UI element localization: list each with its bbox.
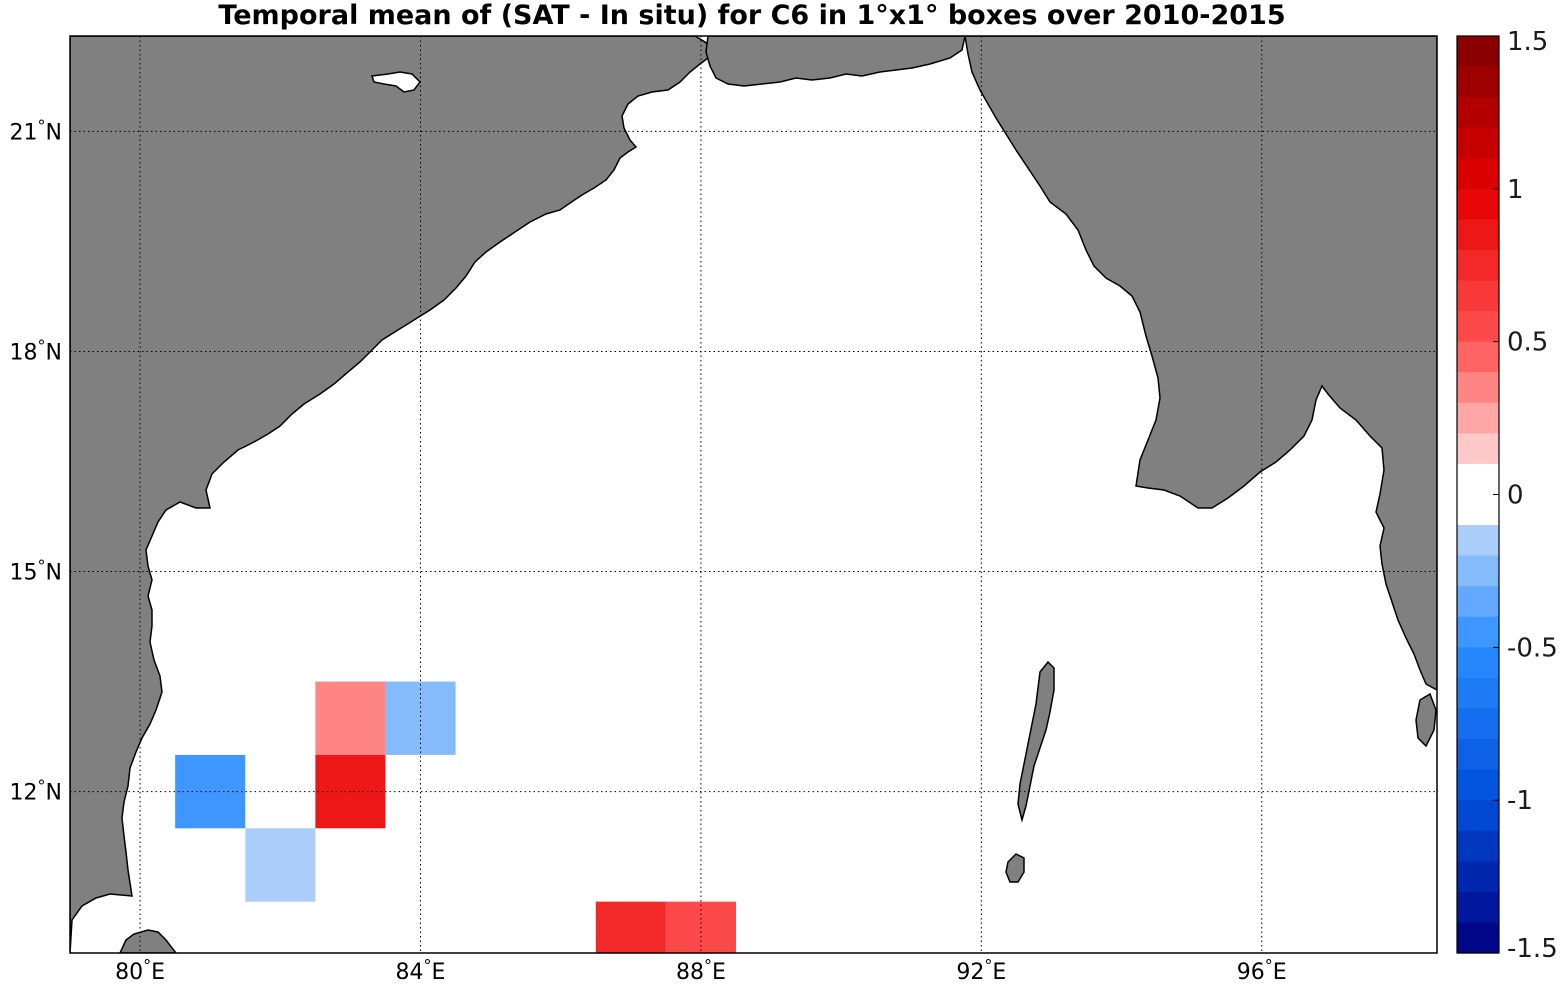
- map-title: Temporal mean of (SAT - In situ) for C6 …: [218, 0, 1285, 31]
- data-box: [315, 681, 386, 755]
- y-tick-label: 12°N: [10, 777, 62, 806]
- colorbar-segment: [1457, 922, 1499, 954]
- colorbar-tick-label: -1.5: [1507, 934, 1558, 964]
- data-box: [245, 828, 316, 902]
- colorbar-segment: [1457, 586, 1499, 618]
- india-landmass: [70, 36, 713, 953]
- y-tick-label: 18°N: [10, 336, 62, 365]
- x-tick-label: 84°E: [396, 956, 446, 984]
- x-axis-ticks: 80°E 84°E 88°E 92°E 96°E: [115, 956, 1287, 984]
- colorbar-segment: [1457, 97, 1499, 129]
- colorbar-segment: [1457, 800, 1499, 832]
- myanmar-landmass: [964, 36, 1437, 691]
- andaman-north-islands: [1017, 660, 1055, 823]
- colorbar-tick-label: 0: [1507, 481, 1524, 511]
- data-box: [595, 901, 666, 953]
- x-tick-label: 88°E: [676, 956, 726, 984]
- ganges-delta-islands: [705, 36, 966, 87]
- colorbar-segment: [1457, 280, 1499, 312]
- little-andaman-island: [1005, 853, 1025, 883]
- colorbar-segment: [1457, 769, 1499, 801]
- colorbar-segment: [1457, 830, 1499, 862]
- colorbar-tick-label: -1: [1507, 786, 1533, 816]
- colorbar-tick-label: 1.5: [1507, 27, 1548, 57]
- colorbar-segment: [1457, 616, 1499, 648]
- colorbar-segment: [1457, 372, 1499, 404]
- colorbar-segment: [1457, 127, 1499, 159]
- colorbar-segment: [1457, 463, 1499, 496]
- map-frame: [69, 35, 1438, 954]
- colorbar: 1.5 1 0.5 0 -0.5 -1 -1.5: [1456, 27, 1558, 964]
- colorbar-segment: [1457, 525, 1499, 557]
- colorbar-segment: [1457, 341, 1499, 373]
- colorbar-segment: [1457, 188, 1499, 220]
- y-axis-ticks: 12°N 15°N 18°N 21°N: [10, 116, 62, 805]
- colorbar-segment: [1457, 861, 1499, 893]
- mergui-islands: [1415, 692, 1437, 748]
- y-tick-label: 15°N: [10, 557, 62, 586]
- colorbar-segment: [1457, 66, 1499, 98]
- y-tick-label: 21°N: [10, 116, 62, 145]
- colorbar-segment: [1457, 647, 1499, 679]
- colorbar-segment: [1457, 311, 1499, 343]
- x-tick-label: 80°E: [115, 956, 165, 984]
- colorbar-segment: [1457, 36, 1499, 68]
- colorbar-segment: [1457, 891, 1499, 924]
- colorbar-segment: [1457, 555, 1499, 587]
- colorbar-segment: [1457, 402, 1499, 434]
- colorbar-segment: [1457, 677, 1499, 710]
- colorbar-segment: [1457, 739, 1499, 771]
- chilika-lake-outline: [370, 71, 421, 93]
- colorbar-segment: [1457, 708, 1499, 740]
- map-area: [69, 35, 1438, 954]
- colorbar-tick-label: 1: [1507, 175, 1524, 205]
- colorbar-segment: [1457, 249, 1499, 282]
- gridlines: [70, 36, 1437, 953]
- colorbar-tick-label: 0.5: [1507, 328, 1548, 358]
- x-tick-label: 96°E: [1237, 956, 1287, 984]
- colorbar-tick-label: -0.5: [1507, 633, 1558, 663]
- colorbar-segment: [1457, 158, 1499, 190]
- colorbar-segment: [1457, 494, 1499, 526]
- colorbar-segment: [1457, 433, 1499, 465]
- sri-lanka-tip: [119, 929, 177, 953]
- x-tick-label: 92°E: [956, 956, 1006, 984]
- colorbar-segment: [1457, 219, 1499, 251]
